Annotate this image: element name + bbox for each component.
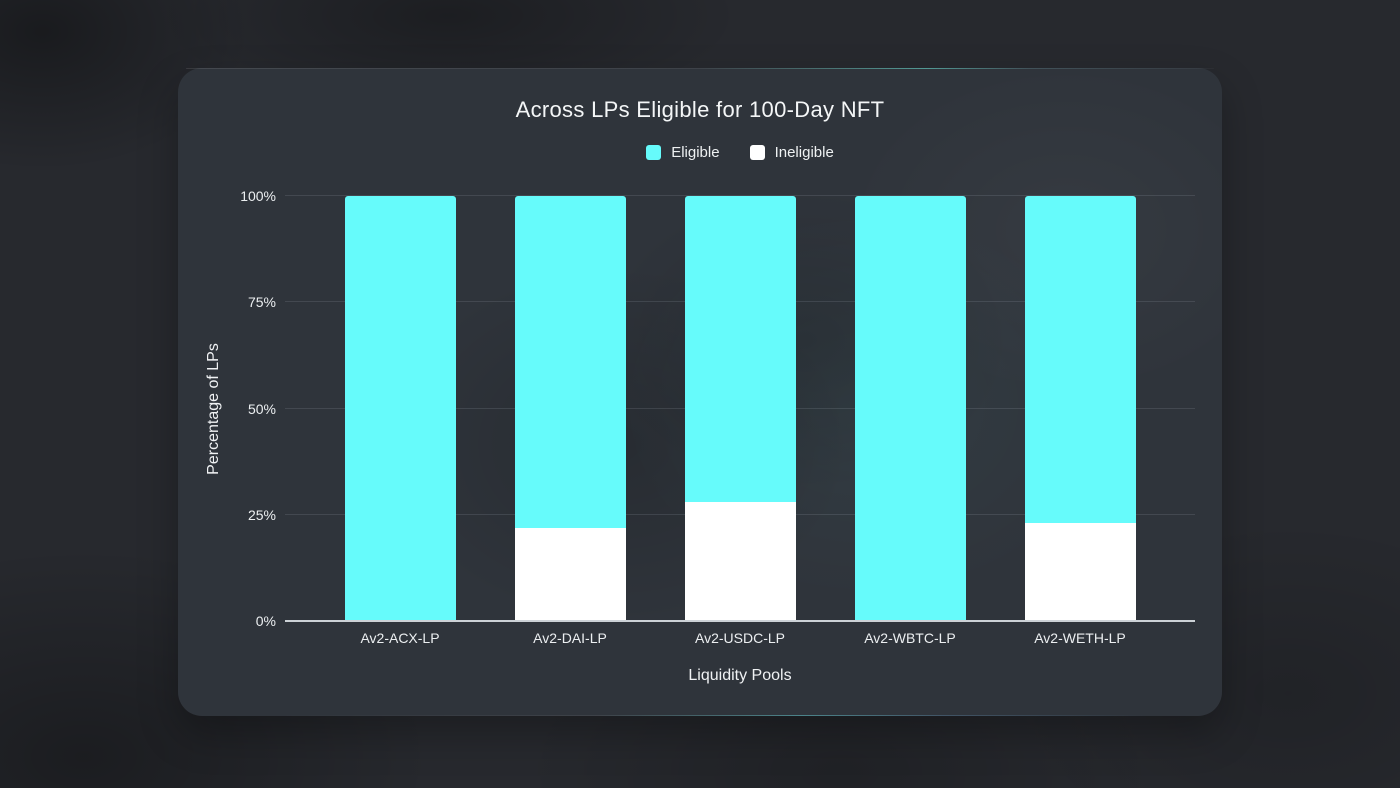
x-tick-label-Av2-WBTC-LP: Av2-WBTC-LP (864, 630, 956, 646)
bar-segment-eligible-Av2-WBTC-LP[interactable] (854, 196, 966, 621)
y-tick-label-25%: 25% (247, 506, 276, 523)
category-band-Av2-USDC-LP: Av2-USDC-LP (655, 196, 825, 646)
bar-segment-eligible-Av2-USDC-LP[interactable] (684, 196, 796, 502)
x-tick-label-Av2-DAI-LP: Av2-DAI-LP (533, 630, 607, 646)
bar-Av2-WETH-LP[interactable] (1024, 196, 1136, 621)
chart-title: Across LPs Eligible for 100-Day NFT (515, 97, 885, 122)
y-tick-label-50%: 50% (247, 400, 276, 417)
bar-segment-eligible-Av2-ACX-LP[interactable] (344, 196, 456, 621)
ineligible-swatch-icon (749, 145, 765, 160)
legend-item-ineligible[interactable]: Ineligible (749, 144, 834, 161)
x-axis-line (285, 620, 1195, 622)
bar-segment-ineligible-Av2-USDC-LP[interactable] (684, 502, 796, 621)
chart-card: Across LPs Eligible for 100-Day NFT Elig… (178, 68, 1222, 716)
y-tick-label-75%: 75% (247, 294, 276, 311)
legend-label-eligible: Eligible (671, 144, 720, 161)
x-axis-title: Liquidity Pools (688, 667, 792, 684)
x-tick-label-Av2-USDC-LP: Av2-USDC-LP (695, 630, 785, 646)
bar-segment-ineligible-Av2-DAI-LP[interactable] (514, 527, 626, 621)
bar-Av2-WBTC-LP[interactable] (854, 196, 966, 621)
category-band-Av2-DAI-LP: Av2-DAI-LP (485, 196, 655, 646)
bar-bands: Av2-ACX-LP Av2-DAI-LP Av2-USDC-LP Av2-WBTC-… (315, 196, 1165, 646)
bar-segment-eligible-Av2-WETH-LP[interactable] (1024, 196, 1136, 524)
legend-item-eligible[interactable]: Eligible (646, 144, 720, 161)
eligible-swatch-icon (646, 145, 662, 160)
category-band-Av2-WBTC-LP: Av2-WBTC-LP (825, 196, 995, 646)
bar-Av2-ACX-LP[interactable] (344, 196, 456, 621)
x-tick-label-Av2-WETH-LP: Av2-WETH-LP (1034, 630, 1126, 646)
category-band-Av2-ACX-LP: Av2-ACX-LP (315, 196, 485, 646)
x-tick-label-Av2-ACX-LP: Av2-ACX-LP (360, 630, 440, 646)
gridline-100% (285, 195, 1195, 196)
chart-legend: Eligible Ineligible (285, 144, 1195, 161)
y-tick-label-100%: 100% (240, 188, 276, 204)
legend-label-ineligible: Ineligible (774, 144, 834, 161)
bar-segment-ineligible-Av2-WETH-LP[interactable] (1024, 523, 1136, 621)
bar-Av2-USDC-LP[interactable] (684, 196, 796, 621)
category-band-Av2-WETH-LP: Av2-WETH-LP (995, 196, 1165, 646)
bar-Av2-DAI-LP[interactable] (514, 196, 626, 621)
y-tick-label-0%: 0% (255, 613, 276, 629)
plot-area: 0% 25% 50% 75% 100% Av2-ACX-LP Av2-DAI-LP Av2-U… (240, 188, 1195, 646)
bar-segment-eligible-Av2-DAI-LP[interactable] (514, 196, 626, 528)
